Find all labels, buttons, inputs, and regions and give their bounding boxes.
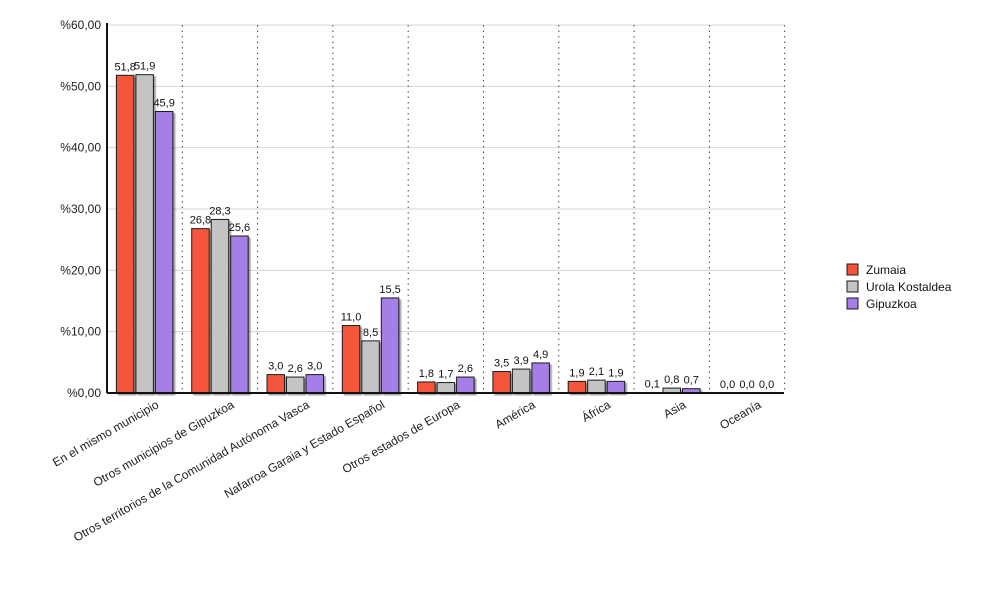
data-label: 0,0 (759, 379, 774, 391)
data-labels: 51,851,9 45,9 26,828,3 25,6 3,0 2,6 3,0 11,08,5… (114, 61, 774, 391)
x-tick-label: Oceanía (717, 397, 764, 432)
bar-gipuzkoa (305, 374, 324, 394)
y-tick-label: %0,00 (67, 386, 101, 400)
bar-urola-kostaldea (511, 368, 531, 394)
data-label: 2,1 (589, 366, 604, 378)
y-tick-label: %40,00 (60, 141, 101, 155)
legend-label: Urola Kostaldea (866, 280, 952, 294)
data-label: 0,7 (684, 375, 699, 387)
y-tick-label: %10,00 (60, 325, 101, 339)
data-label: 0,8 (664, 374, 679, 386)
data-label: 1,9 (569, 367, 584, 379)
bar-urola-kostaldea (210, 218, 230, 394)
x-tick-label: Otros municipios de Gipuzkoa (91, 397, 237, 489)
bar-gipuzkoa (531, 362, 550, 394)
bar-zumaia (115, 74, 135, 394)
data-label: 11,0 (341, 312, 362, 324)
data-label: 4,9 (533, 349, 548, 361)
bars (115, 74, 701, 394)
bar-zumaia (191, 228, 210, 394)
data-label: 45,9 (153, 97, 174, 109)
data-label: 51,9 (134, 61, 155, 73)
data-label: 26,8 (190, 215, 211, 227)
data-label: 3,5 (494, 358, 509, 370)
data-label: 0,0 (739, 379, 754, 391)
data-label: 1,9 (608, 367, 623, 379)
data-label: 25,6 (229, 222, 250, 234)
data-label: 15,5 (379, 284, 400, 296)
y-tick-label: %30,00 (60, 202, 101, 216)
bar-gipuzkoa (606, 380, 626, 394)
legend-swatch (846, 280, 859, 293)
bar-zumaia (417, 381, 436, 394)
bar-zumaia (266, 374, 285, 394)
data-label: 0,1 (645, 378, 660, 390)
data-label: 0,0 (720, 379, 735, 391)
bar-zumaia (492, 371, 511, 394)
x-tick-label: África (579, 396, 613, 424)
y-tick-label: %20,00 (60, 263, 101, 277)
legend-swatch (846, 297, 859, 310)
legend: Zumaia Urola Kostaldea Gipuzkoa (846, 263, 952, 311)
x-tick-label: América (493, 397, 538, 431)
legend-swatch (846, 263, 859, 276)
bar-gipuzkoa (456, 376, 475, 394)
bar-gipuzkoa (380, 297, 400, 394)
data-label: 3,0 (268, 361, 283, 373)
data-label: 2,6 (288, 363, 303, 375)
data-label: 1,8 (419, 368, 434, 380)
bar-zumaia (341, 325, 361, 394)
bar-urola-kostaldea (286, 376, 305, 394)
bar-urola-kostaldea (361, 340, 380, 394)
data-label: 1,7 (438, 369, 453, 381)
legend-label: Gipuzkoa (866, 297, 917, 311)
data-label: 51,8 (114, 61, 135, 73)
data-label: 3,0 (307, 361, 322, 373)
data-label: 2,6 (458, 363, 473, 375)
data-label: 3,9 (514, 355, 529, 367)
data-label: 28,3 (209, 205, 230, 217)
bar-urola-kostaldea (587, 379, 606, 394)
bar-urola-kostaldea (135, 74, 154, 394)
y-tick-label: %60,00 (60, 18, 101, 32)
bar-gipuzkoa (154, 110, 174, 394)
data-label: 8,5 (363, 327, 378, 339)
legend-label: Zumaia (866, 263, 906, 277)
bar-gipuzkoa (230, 235, 249, 394)
bar-urola-kostaldea (436, 382, 456, 394)
x-tick-label: Asia (661, 397, 688, 421)
bar-zumaia (567, 380, 587, 394)
y-tick-label: %50,00 (60, 79, 101, 93)
